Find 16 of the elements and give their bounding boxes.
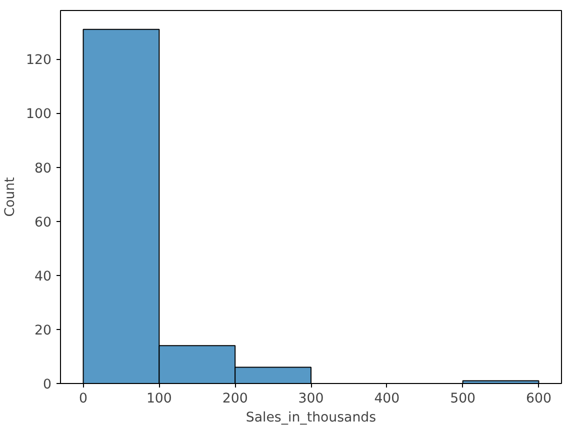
y-tick-label: 0 bbox=[43, 378, 52, 392]
x-tick-label: 100 bbox=[146, 392, 172, 406]
y-tick-label: 100 bbox=[26, 107, 52, 122]
x-tick-label: 200 bbox=[222, 392, 248, 406]
y-tick-label: 80 bbox=[34, 161, 52, 176]
x-tick-label: 0 bbox=[79, 392, 88, 406]
y-axis-title: Count bbox=[3, 177, 18, 217]
x-axis-title: Sales_in_thousands bbox=[246, 410, 376, 426]
x-tick-label: 400 bbox=[374, 392, 400, 406]
y-tick-label: 60 bbox=[34, 215, 52, 230]
y-tick-label: 40 bbox=[34, 269, 52, 284]
y-tick-label: 120 bbox=[26, 53, 52, 68]
x-tick-label: 600 bbox=[526, 392, 552, 406]
y-tick-label: 20 bbox=[34, 323, 52, 338]
x-tick-label: 300 bbox=[298, 392, 324, 406]
x-tick-label: 500 bbox=[450, 392, 476, 406]
